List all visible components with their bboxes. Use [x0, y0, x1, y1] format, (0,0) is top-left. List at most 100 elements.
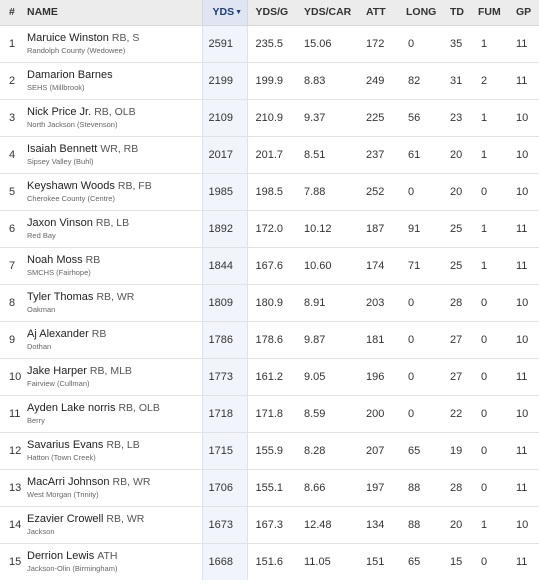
gp-cell: 11 — [516, 74, 528, 87]
long-cell: 0 — [408, 37, 415, 50]
player-name-link[interactable]: Damarion Barnes — [27, 68, 113, 81]
header-fum[interactable]: FUM — [473, 0, 508, 26]
fum-cell: 1 — [481, 518, 488, 531]
fum-cell: 1 — [481, 37, 488, 50]
ydsg-cell: 167.6 — [255, 259, 284, 272]
player-name-link[interactable]: Nick Price Jr. — [27, 105, 92, 118]
player-school: Jackson-Olin (Birmingham) — [27, 563, 118, 573]
fum-cell: 0 — [481, 555, 488, 568]
player-cell: Ezavier Crowell RB, WR Jackson — [27, 506, 202, 543]
rank-cell: 14 — [9, 518, 22, 531]
player-school: West Morgan (Trinity) — [27, 489, 99, 499]
yds-cell: 1668 — [201, 543, 248, 580]
header-td[interactable]: TD — [442, 0, 473, 26]
table-row: 2 Damarion Barnes SEHS (Millbrook) 2199 199.… — [0, 62, 539, 99]
player-position: ATH — [97, 549, 118, 562]
yds-cell: 2109 — [201, 99, 248, 136]
td-cell: 20 — [450, 148, 463, 161]
player-name-link[interactable]: Derrion Lewis — [27, 549, 95, 562]
player-position: RB — [85, 253, 101, 266]
table-row: 3 Nick Price Jr. RB, OLB North Jackson (Ste… — [0, 99, 539, 136]
td-cell: 25 — [450, 222, 463, 235]
table-row: 15 Derrion Lewis ATH Jackson-Olin (Birmingh… — [0, 543, 539, 580]
table-row: 14 Ezavier Crowell RB, WR Jackson 1673 167.3 1… — [0, 506, 539, 543]
player-name-link[interactable]: Jake Harper — [27, 364, 87, 377]
player-cell: Jaxon Vinson RB, LB Red Bay — [27, 210, 202, 247]
player-name-link[interactable]: Noah Moss — [27, 253, 83, 266]
ydscar-cell: 8.28 — [304, 444, 326, 457]
player-name-link[interactable]: Savarius Evans — [27, 438, 104, 451]
player-school: Cherokee County (Centre) — [27, 193, 115, 203]
player-name-link[interactable]: Isaiah Bennett — [27, 142, 98, 155]
long-cell: 0 — [408, 407, 415, 420]
ydscar-cell: 10.60 — [304, 259, 332, 272]
player-name-link[interactable]: Ayden Lake norris — [27, 401, 116, 414]
player-school: Randolph County (Wedowee) — [27, 45, 126, 55]
ydsg-cell: 172.0 — [255, 222, 284, 235]
header-long[interactable]: LONG — [400, 0, 442, 26]
long-cell: 56 — [408, 111, 421, 124]
table-row: 11 Ayden Lake norris RB, OLB Berry 1718 171.8… — [0, 395, 539, 432]
player-name-link[interactable]: Maruice Winston — [27, 31, 109, 44]
fum-cell: 1 — [481, 222, 488, 235]
player-name-link[interactable]: Tyler Thomas — [27, 290, 94, 303]
long-cell: 88 — [408, 518, 421, 531]
header-att[interactable]: ATT — [358, 0, 400, 26]
header-name[interactable]: NAME — [27, 0, 202, 26]
td-cell: 31 — [450, 74, 463, 87]
long-cell: 0 — [408, 296, 415, 309]
header-yds-per-game[interactable]: YDS/G — [247, 0, 296, 26]
rank-cell: 8 — [9, 296, 16, 309]
gp-cell: 11 — [516, 222, 528, 235]
att-cell: 174 — [366, 259, 385, 272]
att-cell: 172 — [366, 37, 385, 50]
long-cell: 0 — [408, 370, 415, 383]
player-position: WR, RB — [100, 142, 139, 155]
td-cell: 35 — [450, 37, 463, 50]
fum-cell: 1 — [481, 259, 488, 272]
ydscar-cell: 8.91 — [304, 296, 326, 309]
player-name-link[interactable]: Keyshawn Woods — [27, 179, 115, 192]
table-row: 8 Tyler Thomas RB, WR Oakman 1809 180.9 8.91 20… — [0, 284, 539, 321]
table-row: 5 Keyshawn Woods RB, FB Cherokee County (Ce… — [0, 173, 539, 210]
player-name-link[interactable]: Ezavier Crowell — [27, 512, 104, 525]
player-name-link[interactable]: Aj Alexander — [27, 327, 89, 340]
header-yds-per-carry[interactable]: YDS/CAR — [296, 0, 358, 26]
att-cell: 197 — [366, 481, 385, 494]
gp-cell: 10 — [516, 148, 529, 161]
long-cell: 65 — [408, 555, 421, 568]
fum-cell: 0 — [481, 296, 488, 309]
player-position: RB, OLB — [94, 105, 136, 118]
player-cell: Isaiah Bennett WR, RB Sipsey Valley (Buhl) — [27, 136, 202, 173]
rank-cell: 10 — [9, 370, 22, 383]
table-row: 9 Aj Alexander RB Dothan 1786 178.6 9.87 181 0 27… — [0, 321, 539, 358]
player-cell: Derrion Lewis ATH Jackson-Olin (Birmingham… — [27, 543, 202, 580]
header-gp[interactable]: GP — [508, 0, 539, 26]
td-cell: 15 — [450, 555, 463, 568]
yds-cell: 1809 — [201, 284, 248, 321]
att-cell: 207 — [366, 444, 385, 457]
player-name-link[interactable]: Jaxon Vinson — [27, 216, 93, 229]
rank-cell: 6 — [9, 222, 16, 235]
long-cell: 61 — [408, 148, 421, 161]
rank-cell: 7 — [9, 259, 16, 272]
att-cell: 237 — [366, 148, 385, 161]
ydsg-cell: 167.3 — [255, 518, 284, 531]
td-cell: 28 — [450, 481, 463, 494]
ydscar-cell: 8.66 — [304, 481, 326, 494]
table-row: 13 MacArri Johnson RB, WR West Morgan (Trin… — [0, 469, 539, 506]
fum-cell: 1 — [481, 148, 488, 161]
player-school: SEHS (Millbrook) — [27, 82, 85, 92]
header-yds[interactable]: YDS▼ — [201, 0, 248, 26]
rank-cell: 13 — [9, 481, 22, 494]
gp-cell: 10 — [516, 296, 529, 309]
player-cell: Keyshawn Woods RB, FB Cherokee County (Cen… — [27, 173, 202, 210]
table-row: 12 Savarius Evans RB, LB Hatton (Town Creek… — [0, 432, 539, 469]
att-cell: 200 — [366, 407, 385, 420]
att-cell: 203 — [366, 296, 385, 309]
att-cell: 252 — [366, 185, 385, 198]
long-cell: 65 — [408, 444, 421, 457]
player-name-link[interactable]: MacArri Johnson — [27, 475, 110, 488]
player-cell: Nick Price Jr. RB, OLB North Jackson (Stev… — [27, 99, 202, 136]
gp-cell: 10 — [516, 518, 529, 531]
